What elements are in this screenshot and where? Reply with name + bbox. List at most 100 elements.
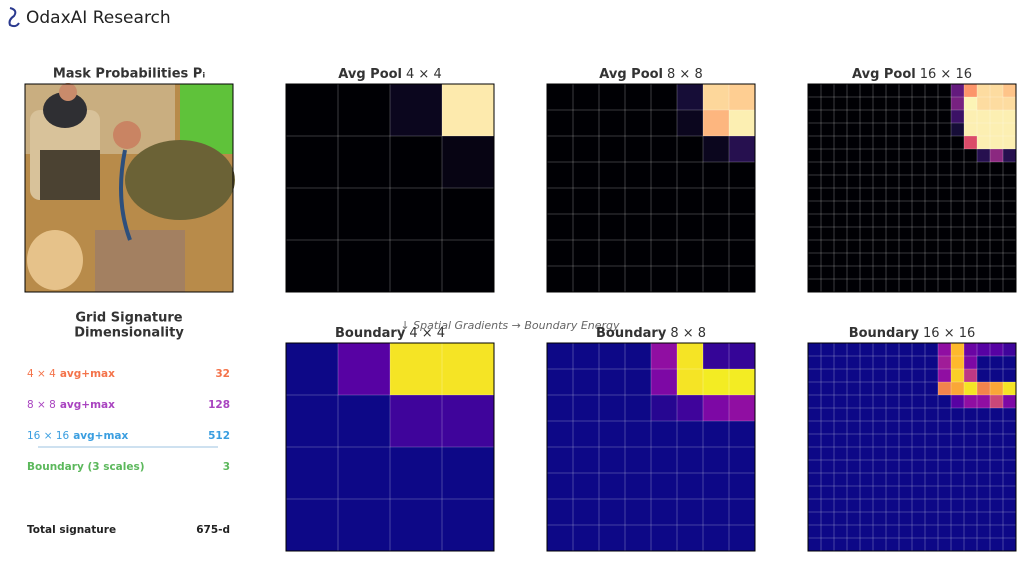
heatmap-cell — [651, 84, 678, 111]
heatmap-cell — [977, 136, 991, 150]
annotation: ↓ Spatial Gradients → Boundary Energy — [400, 319, 620, 332]
heatmap-cell — [1003, 473, 1017, 487]
heatmap-cell — [886, 84, 900, 98]
heatmap-cell — [847, 408, 861, 422]
heatmap-cell — [964, 123, 978, 137]
heatmap-cell — [821, 538, 835, 552]
heatmap-cell — [847, 97, 861, 111]
heatmap-cell — [899, 136, 913, 150]
heatmap-cell — [729, 343, 756, 370]
heatmap-cell — [625, 369, 652, 396]
heatmap-cell — [977, 538, 991, 552]
heatmap-cell — [821, 266, 835, 280]
heatmap-cell — [599, 473, 626, 500]
heatmap-cell — [886, 395, 900, 409]
heatmap-cell — [977, 123, 991, 137]
heatmap-cell — [703, 447, 730, 474]
heatmap-cell — [808, 253, 822, 267]
heatmap-cell — [964, 175, 978, 189]
heatmap-cell — [808, 447, 822, 461]
heatmap-cell — [286, 240, 339, 293]
heatmap-cell — [873, 253, 887, 267]
heatmap-cell — [442, 136, 495, 189]
heatmap-cell — [847, 473, 861, 487]
heatmap-cell — [912, 447, 926, 461]
heatmap-cell — [390, 136, 443, 189]
heatmap-cell — [912, 279, 926, 293]
heatmap-cell — [834, 214, 848, 228]
panel-title-size: 8 × 8 — [667, 67, 703, 82]
heatmap-cell — [442, 395, 495, 448]
heatmap-cell — [990, 382, 1004, 396]
heatmap-cell — [729, 473, 756, 500]
heatmap-cell — [964, 97, 978, 111]
heatmap-cell — [951, 538, 965, 552]
heatmap-cell — [886, 279, 900, 293]
heatmap-cell — [873, 110, 887, 124]
heatmap-cell — [964, 84, 978, 98]
heatmap-cell — [899, 97, 913, 111]
heatmap-cell — [703, 343, 730, 370]
heatmap-cell — [442, 343, 495, 396]
heatmap-cell — [938, 538, 952, 552]
heatmap-cell — [625, 473, 652, 500]
heatmap-cell — [964, 369, 978, 383]
heatmap-cell — [964, 538, 978, 552]
heatmap-cell — [886, 110, 900, 124]
heatmap-cell — [886, 188, 900, 202]
heatmap-cell — [899, 343, 913, 357]
heatmap-cell — [912, 369, 926, 383]
heatmap-cell — [964, 240, 978, 254]
heatmap-cell — [847, 240, 861, 254]
heatmap-cell — [912, 136, 926, 150]
heatmap-cell — [873, 266, 887, 280]
heatmap-cell — [821, 447, 835, 461]
heatmap-cell — [573, 240, 600, 267]
heatmap-cell — [899, 512, 913, 526]
heatmap-cell — [860, 149, 874, 163]
heatmap-cell — [951, 123, 965, 137]
heatmap-cell — [964, 473, 978, 487]
panel-frame — [546, 342, 756, 552]
heatmap-cell — [834, 343, 848, 357]
heatmap-cell — [860, 486, 874, 500]
heatmap-cell — [886, 382, 900, 396]
heatmap-cell — [821, 136, 835, 150]
signature-size: 4 × 4 — [27, 368, 56, 380]
heatmap-cell — [847, 227, 861, 241]
heatmap-cell — [1003, 162, 1017, 176]
heatmap-cell — [821, 499, 835, 513]
heatmap-cell — [873, 149, 887, 163]
heatmap-cell — [990, 512, 1004, 526]
heatmap-cell — [677, 136, 704, 163]
heatmap-cell — [1003, 188, 1017, 202]
heatmap-cell — [860, 214, 874, 228]
heatmap-cell — [951, 421, 965, 435]
heatmap-cell — [951, 382, 965, 396]
heatmap-cell — [808, 421, 822, 435]
heatmap-cell — [912, 473, 926, 487]
heatmap-cell — [938, 486, 952, 500]
heatmap-cell — [390, 84, 443, 137]
heatmap-cell — [925, 486, 939, 500]
heatmap-cell — [899, 162, 913, 176]
heatmap-cell — [938, 162, 952, 176]
heatmap-cell — [925, 460, 939, 474]
heatmap-cell — [729, 525, 756, 552]
heatmap-cell — [899, 175, 913, 189]
heatmap-cell — [625, 499, 652, 526]
heatmap-cell — [821, 227, 835, 241]
heatmap-cell — [625, 525, 652, 552]
image-title: Mask Probabilities Pᵢ — [53, 67, 206, 82]
heatmap-cell — [808, 499, 822, 513]
signature-value: 32 — [215, 368, 230, 380]
heatmap-cell — [938, 434, 952, 448]
heatmap-cell — [808, 434, 822, 448]
heatmap-cell — [808, 369, 822, 383]
heatmap-cell — [651, 136, 678, 163]
heatmap-cell — [651, 162, 678, 189]
signature-kind: Boundary (3 scales) — [27, 461, 145, 473]
heatmap-cell — [925, 201, 939, 215]
heatmap-cell — [977, 253, 991, 267]
heatmap-cell — [847, 136, 861, 150]
